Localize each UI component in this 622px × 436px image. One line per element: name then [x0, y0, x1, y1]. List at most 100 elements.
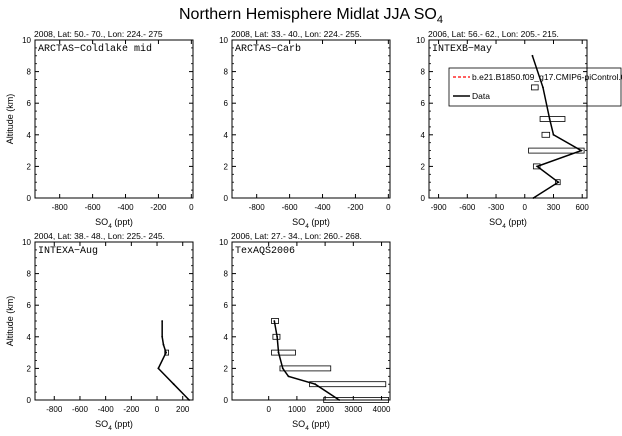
error-box [528, 147, 585, 154]
y-tick-label: 10 [219, 238, 228, 247]
x-tick-label: -600 [85, 203, 102, 212]
chart-panel-2: 2008, Lat: 33.- 40., Lon: 224.- 255. ARCT… [219, 29, 391, 230]
x-tick-label: -600 [282, 203, 299, 212]
x-tick-label: 200 [176, 405, 190, 414]
panel-header: 2006, Lat: 27.- 34., Lon: 260.- 268. [231, 231, 362, 241]
plot-frame [34, 39, 194, 199]
x-tick-label: -200 [347, 203, 364, 212]
y-tick-label: 0 [27, 396, 32, 405]
y-tick-label: 10 [22, 238, 31, 247]
panel-header: 2008, Lat: 50.- 70., Lon: 224.- 275 [34, 29, 163, 39]
chart-panel-1: 2008, Lat: 50.- 70., Lon: 224.- 275 ARCTA… [5, 29, 194, 230]
campaign-label: TexAQS2006 [235, 246, 295, 257]
y-axis-label: Altitude (km) [5, 94, 15, 145]
chart-panel-5: 2006, Lat: 27.- 34., Lon: 260.- 268. TexA… [219, 231, 391, 432]
data-point [165, 351, 167, 354]
x-tick-label: 1000 [288, 405, 306, 414]
error-box [539, 116, 566, 122]
y-tick-label: 4 [224, 131, 229, 140]
data-point [531, 54, 534, 57]
panel-header: 2008, Lat: 33.- 40., Lon: 224.- 255. [231, 29, 362, 39]
chart-panel-4: 2004, Lat: 38.- 48., Lon: 225.- 245. INTE… [5, 231, 194, 432]
error-box [279, 365, 332, 372]
data-point [532, 197, 535, 199]
x-tick-label: -600 [459, 203, 476, 212]
plot-frame [428, 39, 588, 199]
x-axis-label: SO4 (ppt) [95, 217, 133, 230]
chart-panel-3: 2006, Lat: 56.- 62., Lon: 205.- 215. INTE… [416, 29, 622, 230]
plot-frame [34, 241, 194, 401]
y-tick-label: 4 [224, 333, 229, 342]
x-tick-label: -400 [118, 203, 135, 212]
campaign-label: INTEXA−Aug [38, 246, 98, 257]
data-point [273, 320, 276, 322]
y-tick-label: 8 [421, 68, 426, 77]
x-tick-label: -600 [72, 405, 89, 414]
data-point [314, 383, 317, 386]
x-tick-label: -200 [150, 203, 167, 212]
x-tick-label: -800 [52, 203, 69, 212]
y-tick-label: 6 [27, 301, 32, 310]
x-tick-label: -900 [431, 203, 448, 212]
error-box [532, 163, 541, 170]
x-tick-label: 3000 [344, 405, 362, 414]
data-point [161, 335, 164, 338]
x-tick-label: 2000 [316, 405, 334, 414]
x-axis-label: SO4 (ppt) [292, 419, 330, 432]
figure-title: Northern Hemisphere Midlat JJA SO4 [179, 6, 443, 26]
legend-box [448, 67, 622, 107]
y-tick-label: 4 [27, 131, 32, 140]
error-box [309, 381, 387, 388]
x-tick-label: -300 [488, 203, 505, 212]
x-tick-label: 0 [266, 405, 271, 414]
x-tick-label: 0 [155, 405, 160, 414]
y-tick-label: 8 [27, 270, 32, 279]
panel-header: 2004, Lat: 38.- 48., Lon: 225.- 245. [34, 231, 165, 241]
x-axis-label: SO4 (ppt) [292, 217, 330, 230]
error-box [271, 349, 296, 356]
error-box [555, 179, 561, 186]
y-tick-label: 0 [421, 194, 426, 203]
x-axis-label: SO4 (ppt) [489, 217, 527, 230]
data-point [542, 86, 544, 89]
data-series-line [531, 55, 584, 199]
y-tick-label: 0 [27, 194, 32, 203]
data-series-line [157, 321, 190, 401]
data-point [281, 367, 284, 370]
data-point [172, 383, 175, 386]
data-point [557, 181, 560, 184]
data-point [157, 367, 160, 370]
y-tick-label: 2 [224, 364, 229, 373]
y-tick-label: 2 [27, 364, 32, 373]
data-point [548, 118, 551, 120]
y-tick-label: 8 [224, 270, 229, 279]
panel-header: 2006, Lat: 56.- 62., Lon: 205.- 215. [428, 29, 559, 39]
plot-frame [231, 241, 391, 401]
data-point [277, 351, 280, 354]
y-tick-label: 8 [27, 68, 32, 77]
y-tick-label: 6 [224, 99, 229, 108]
x-tick-label: 300 [547, 203, 561, 212]
error-box [164, 349, 169, 356]
x-tick-label: -200 [123, 405, 140, 414]
data-point [161, 320, 164, 322]
x-tick-label: -800 [46, 405, 63, 414]
data-point [287, 375, 290, 378]
data-point [276, 335, 279, 338]
x-axis-label: SO4 (ppt) [95, 419, 133, 432]
legend: b.e21.B1850.f09_g17.CMIP6-piControl.001 D… [448, 67, 622, 107]
x-tick-label: 0 [523, 203, 528, 212]
y-tick-label: 2 [27, 162, 32, 171]
x-tick-label: 600 [576, 203, 590, 212]
y-axis-label: Altitude (km) [5, 296, 15, 347]
x-tick-label: 4000 [373, 405, 391, 414]
y-tick-label: 0 [224, 396, 229, 405]
error-box [541, 131, 551, 138]
y-tick-label: 2 [224, 162, 229, 171]
y-tick-label: 6 [421, 99, 426, 108]
x-tick-label: -800 [249, 203, 266, 212]
y-tick-label: 6 [224, 301, 229, 310]
data-point [536, 165, 539, 168]
data-point [552, 133, 555, 136]
